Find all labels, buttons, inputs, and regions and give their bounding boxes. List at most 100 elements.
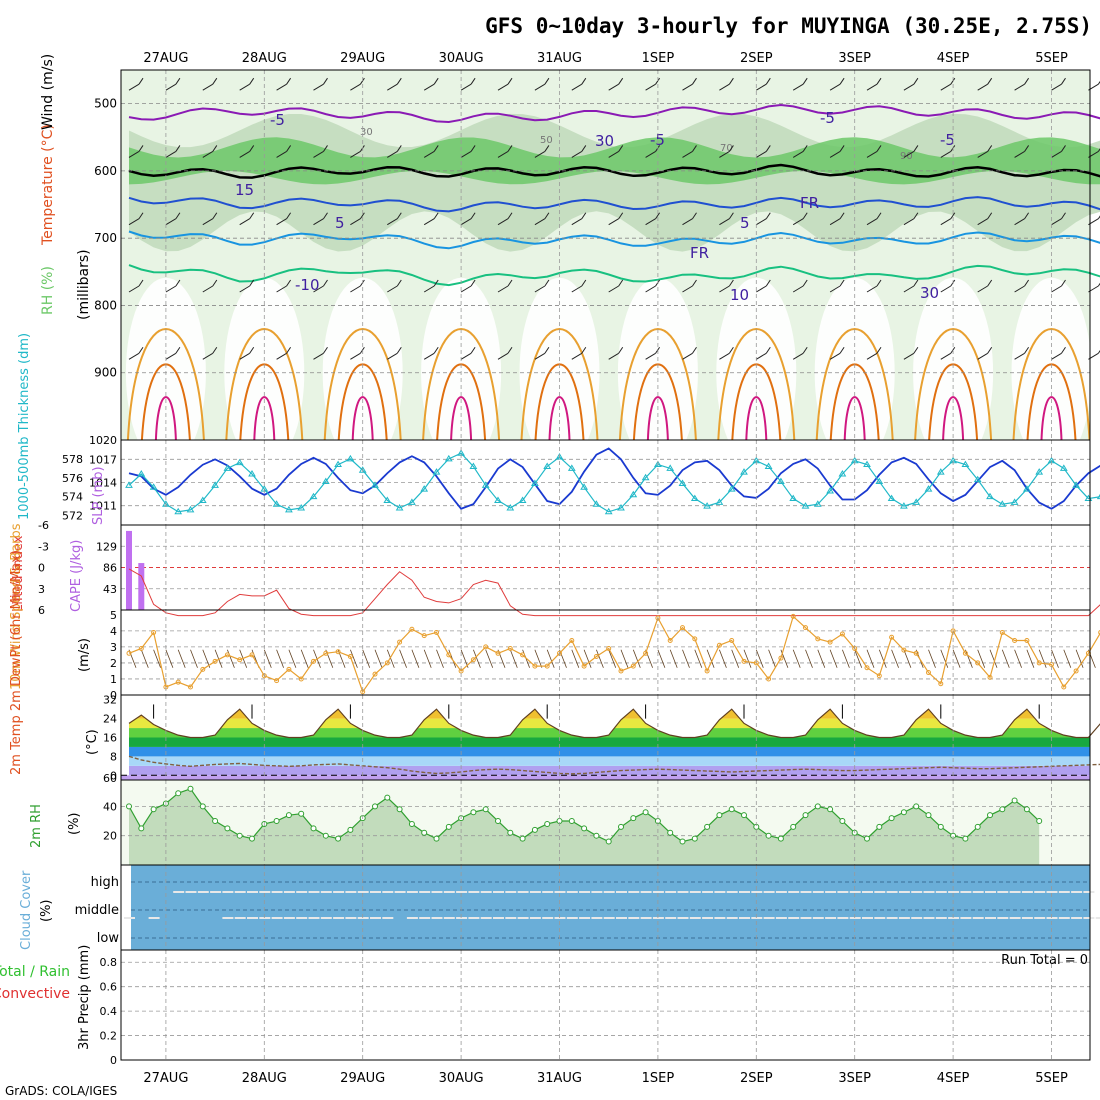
wind-barb-flag	[212, 212, 218, 220]
wind-barb	[792, 285, 804, 293]
thickness-point	[371, 481, 379, 488]
slp-line	[128, 447, 1100, 510]
wind-barb	[497, 151, 509, 158]
wind-barb-flag	[433, 145, 439, 152]
thickness-point	[973, 475, 982, 483]
wind-barb-flag	[433, 279, 439, 287]
high-cloud-bar	[800, 891, 812, 893]
wind-barb-flag	[396, 279, 402, 287]
wind-barb-flag	[323, 346, 328, 354]
wind-barb	[608, 83, 619, 91]
wind10-point	[901, 647, 907, 653]
high-cloud-bar	[616, 891, 627, 893]
wind-barb-flag	[913, 77, 919, 85]
wind-barb-flag	[692, 77, 697, 85]
wind-barb-flag	[286, 212, 292, 220]
rh2m-point	[445, 823, 452, 830]
rh2m-tick-label: 20	[103, 830, 117, 843]
middle-cloud-bar	[800, 917, 812, 919]
middle-cloud-bar	[985, 917, 996, 919]
wind-barb-flag	[470, 145, 476, 152]
wind10-point	[335, 649, 341, 655]
wind-barb-flag	[433, 212, 439, 220]
wind-barb	[940, 218, 952, 226]
high-cloud-bar	[283, 891, 295, 893]
wind-barb-flag	[618, 212, 624, 220]
middle-cloud-bar	[333, 917, 345, 919]
wind10-point	[876, 673, 882, 679]
wind-barb-flag	[692, 346, 697, 354]
middle-cloud-bar	[419, 917, 431, 919]
wind-barb-flag	[692, 212, 697, 220]
thickness-point	[641, 473, 650, 481]
wind-barb	[1014, 285, 1025, 293]
temp-30-contour	[1040, 396, 1063, 441]
middle-cloud-bar	[972, 917, 984, 919]
wind-barb-flag	[987, 346, 993, 354]
wind-barb-flag	[175, 346, 181, 354]
wind10-barb	[509, 649, 518, 668]
wind-barb-flag	[913, 212, 919, 220]
wind-barb	[608, 218, 619, 226]
wind10-point	[716, 642, 722, 648]
thickness-point	[604, 507, 613, 515]
wind-barb	[423, 218, 435, 226]
rh2m-point	[827, 806, 834, 813]
wind-barb	[608, 285, 619, 293]
rh2m-point	[187, 785, 194, 792]
wind-barb-flag	[470, 279, 476, 287]
wind10-barb	[300, 649, 309, 668]
temp-30-contour	[843, 396, 866, 441]
chart-title: GFS 0~10day 3-hourly for MUYINGA (30.25E…	[485, 14, 1092, 38]
wind10-barb	[1026, 649, 1035, 668]
rh2m-point	[544, 820, 551, 827]
wind10-point	[680, 625, 685, 631]
high-cloud-bar	[763, 891, 775, 893]
wind10-barb	[1063, 649, 1072, 668]
wind10-barb	[989, 649, 998, 668]
wind-barb	[940, 352, 952, 360]
wind-barb-flag	[323, 77, 328, 85]
wind-barb-flag	[507, 212, 513, 220]
middle-cloud-bar	[124, 917, 135, 919]
rh2m-point	[962, 835, 969, 842]
wind-barb-flag	[913, 279, 919, 287]
wind10-point	[889, 634, 895, 640]
thickness-point	[936, 468, 945, 475]
wind10-point	[1036, 660, 1042, 666]
wind-barb-flag	[175, 279, 181, 287]
wind-barb	[756, 83, 767, 91]
wind10-barb	[190, 649, 198, 668]
middle-cloud-bar	[296, 917, 308, 919]
rh2m-point	[888, 815, 895, 822]
wind-barb	[571, 83, 583, 91]
thickness-point	[1010, 498, 1019, 505]
middle-cloud-bar	[579, 917, 591, 919]
wind10-point	[434, 629, 439, 635]
wind-barb	[202, 285, 214, 293]
wind-barb-flag	[249, 346, 255, 354]
wind-barb	[239, 151, 250, 158]
wind-barb-flag	[692, 145, 697, 152]
wind10-barb	[546, 649, 555, 668]
wind10-barb	[288, 649, 297, 668]
thickness-tick-label: 576	[62, 472, 83, 485]
wind-barb	[756, 352, 767, 360]
thickness-point	[1059, 464, 1068, 471]
precip-panel: 0.8 0.6 0.4 0.2 0 Run Total = 0 Total / Rain Co…	[0, 945, 1090, 1067]
wind-barb-flag	[839, 346, 845, 354]
wind-barb	[350, 352, 361, 360]
middle-cloud-bar	[837, 917, 849, 919]
wind-barb	[423, 285, 435, 293]
wind10-barb	[399, 649, 407, 668]
wind10-point	[495, 650, 501, 656]
wind10-barb	[792, 649, 801, 668]
thickness-point	[863, 460, 871, 468]
precip-frame	[120, 949, 1091, 1061]
wind-barb-flag	[1061, 77, 1066, 85]
wind10-barb	[608, 649, 617, 668]
temp-30-contour	[154, 396, 177, 441]
rh2m-point	[642, 809, 649, 816]
wind-barb	[719, 83, 730, 91]
thickness-point	[887, 494, 896, 502]
